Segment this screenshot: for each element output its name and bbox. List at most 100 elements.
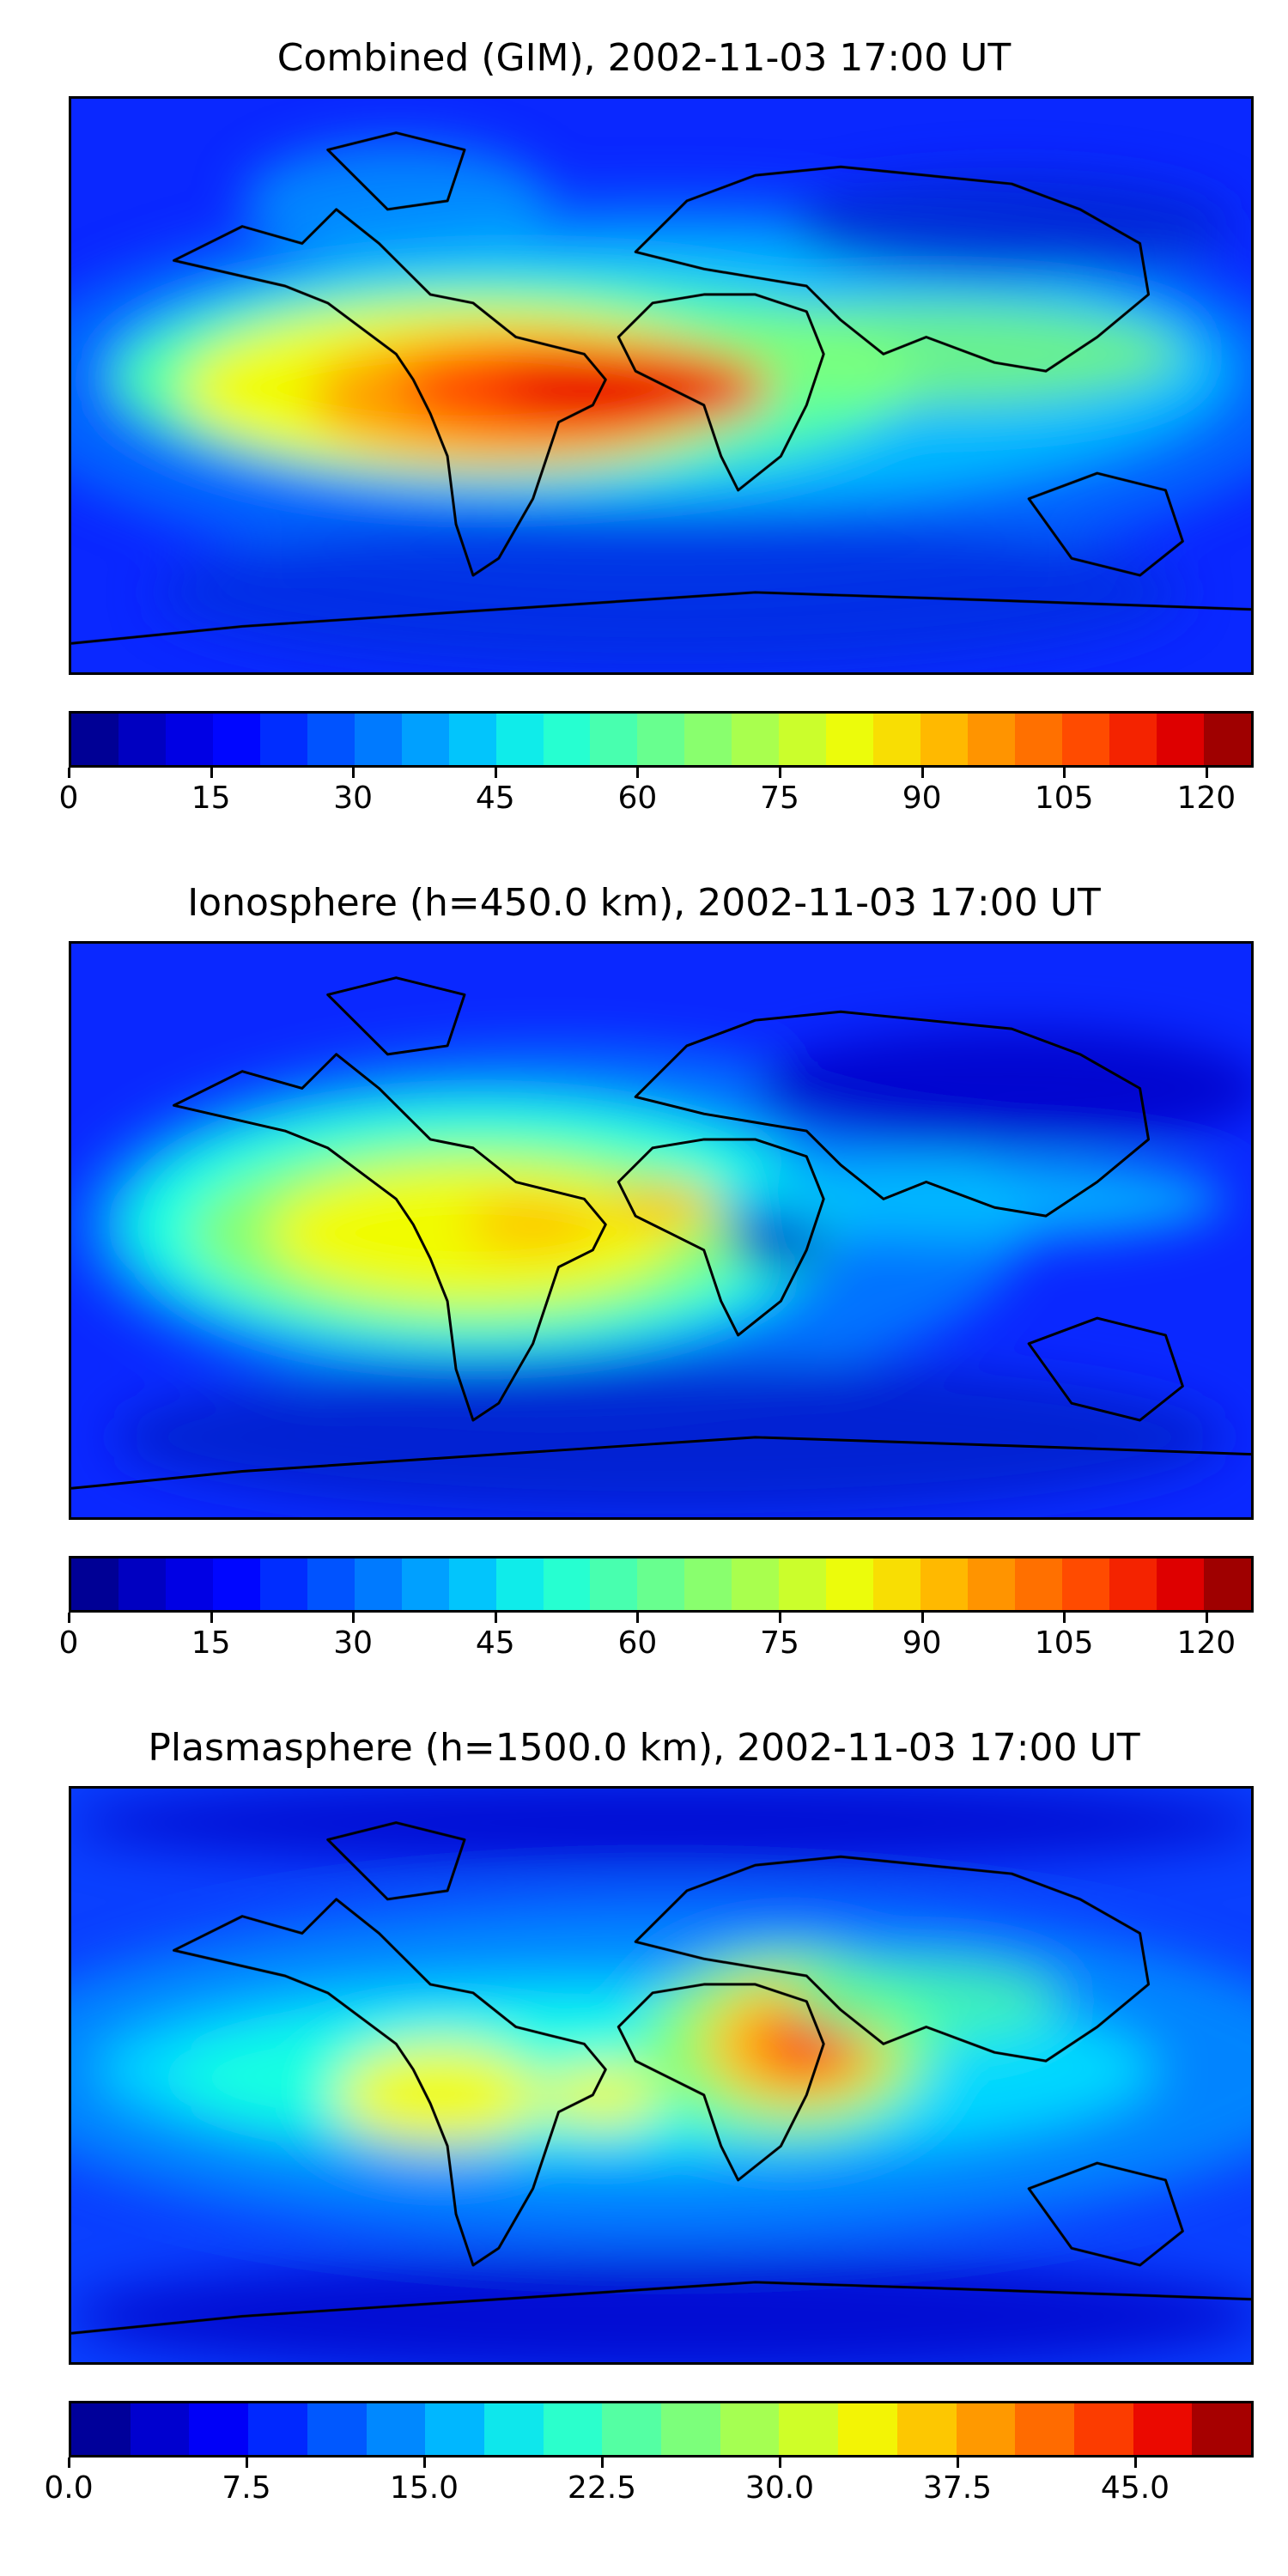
colorbar-level: [165, 1558, 213, 1610]
colorbar-level: [684, 1558, 732, 1610]
colorbar-tick-mark: [779, 1613, 781, 1623]
plasmasphere-map-title: Plasmasphere (h=1500.0 km), 2002-11-03 1…: [148, 1726, 1140, 1770]
colorbar-tick-label: 90: [902, 1625, 942, 1661]
colorbar-tick-label: 60: [617, 781, 658, 816]
colorbar-level: [307, 1558, 355, 1610]
colorbar-tick-label: 30: [333, 781, 374, 816]
colorbar-level: [590, 1558, 638, 1610]
colorbar-level: [495, 1558, 544, 1610]
colorbar-tick-label: 0.0: [44, 2470, 94, 2506]
colorbar-tick-label: 30.0: [744, 2470, 815, 2506]
colorbar-tick-label: 45: [475, 781, 515, 816]
colorbar-level: [118, 1558, 166, 1610]
colorbar-level: [637, 714, 685, 765]
colorbar-tick-label: 30: [333, 1625, 374, 1661]
colorbar-tick-label: 37.5: [922, 2470, 993, 2506]
colorbar-level: [483, 2403, 544, 2455]
colorbar-level: [543, 714, 591, 765]
colorbar-level: [248, 2403, 307, 2455]
colorbar-tick-mark: [68, 768, 70, 778]
colorbar-tick-mark: [779, 2458, 781, 2468]
colorbar-tick-label: 15: [191, 781, 231, 816]
colorbar-tick-mark: [779, 768, 781, 778]
colorbar-tick-mark: [423, 2458, 426, 2468]
colorbar-level: [165, 714, 213, 765]
colorbar-level: [118, 714, 166, 765]
colorbar-level: [1073, 2403, 1133, 2455]
colorbar-level: [1203, 714, 1251, 765]
colorbar-level: [212, 1558, 260, 1610]
colorbar-tick-mark: [246, 2458, 248, 2468]
colorbar-level: [71, 2403, 131, 2455]
colorbar-level: [130, 2403, 190, 2455]
colorbar-tick-label: 0: [58, 781, 79, 816]
ionosphere-colorbar-ticks: 0 15 30 45 60 75 90 105 120: [59, 1613, 1254, 1661]
colorbar-tick-label: 75: [760, 1625, 799, 1661]
colorbar-tick-label: 60: [617, 1625, 658, 1661]
colorbar-level: [826, 1558, 874, 1610]
colorbar-tick-mark: [636, 1613, 640, 1623]
colorbar-level: [495, 714, 544, 765]
colorbar-tick-mark: [920, 768, 924, 778]
colorbar-level: [1015, 1558, 1063, 1610]
colorbar-level: [1192, 2403, 1252, 2455]
colorbar-level: [779, 714, 827, 765]
colorbar-level: [779, 2403, 839, 2455]
colorbar-tick-label: 15: [191, 1625, 231, 1661]
colorbar-level: [1015, 714, 1063, 765]
colorbar-level: [1156, 1558, 1204, 1610]
colorbar-level: [354, 1558, 402, 1610]
colorbar-level: [590, 714, 638, 765]
colorbar-tick-mark: [601, 2458, 604, 2468]
colorbar-tick-label: 15.0: [389, 2470, 459, 2506]
colorbar-level: [1015, 2403, 1074, 2455]
colorbar-level: [71, 714, 118, 765]
colorbar-level: [1109, 714, 1157, 765]
colorbar-tick-label: 120: [1176, 781, 1236, 816]
colorbar-tick-mark: [352, 768, 355, 778]
colorbar-level: [401, 1558, 449, 1610]
combined-map-plot: [71, 99, 1251, 672]
colorbar-level: [1062, 714, 1109, 765]
plasmasphere-map: [69, 1786, 1254, 2365]
colorbar-tick-mark: [1063, 768, 1066, 778]
colorbar-level: [873, 1558, 921, 1610]
colorbar-level: [732, 1558, 780, 1610]
combined-colorbar: [69, 711, 1254, 768]
colorbar-tick-label: 105: [1034, 781, 1094, 816]
ionosphere-map-title: Ionosphere (h=450.0 km), 2002-11-03 17:0…: [187, 881, 1101, 925]
colorbar-tick-label: 45.0: [1100, 2470, 1170, 2506]
colorbar-level: [259, 714, 307, 765]
colorbar-level: [1109, 1558, 1157, 1610]
colorbar-tick-mark: [1205, 1613, 1208, 1623]
colorbar-tick-mark: [636, 768, 640, 778]
colorbar-level: [1156, 714, 1204, 765]
colorbar-tick-label: 90: [902, 781, 942, 816]
colorbar-level: [779, 1558, 827, 1610]
colorbar-tick-mark: [957, 2458, 959, 2468]
colorbar-level: [968, 714, 1016, 765]
ionosphere-colorbar: [69, 1556, 1254, 1613]
colorbar-level: [543, 1558, 591, 1610]
plasmasphere-colorbar-ticks: 0.0 7.5 15.0 22.5 30.0 37.5 45.0: [44, 2458, 1254, 2506]
combined-map: [69, 96, 1254, 675]
colorbar-tick-mark: [210, 768, 213, 778]
colorbar-level: [732, 714, 780, 765]
colorbar-level: [259, 1558, 307, 1610]
colorbar-tick-label: 105: [1034, 1625, 1094, 1661]
combined-coastlines: [71, 131, 1251, 645]
colorbar-tick-mark: [494, 768, 497, 778]
colorbar-level: [602, 2403, 662, 2455]
colorbar-tick-label: 7.5: [222, 2470, 271, 2506]
combined-colorbar-ticks: 0 15 30 45 60 75 90 105 120: [59, 768, 1254, 816]
colorbar-tick-mark: [1134, 2458, 1137, 2468]
colorbar-level: [366, 2403, 426, 2455]
colorbar-level: [189, 2403, 249, 2455]
colorbar-level: [720, 2403, 780, 2455]
colorbar-level: [661, 2403, 720, 2455]
colorbar-level: [401, 714, 449, 765]
colorbar-level: [307, 714, 355, 765]
colorbar-tick-mark: [352, 1613, 355, 1623]
colorbar-level: [71, 1558, 118, 1610]
colorbar-level: [1203, 1558, 1251, 1610]
